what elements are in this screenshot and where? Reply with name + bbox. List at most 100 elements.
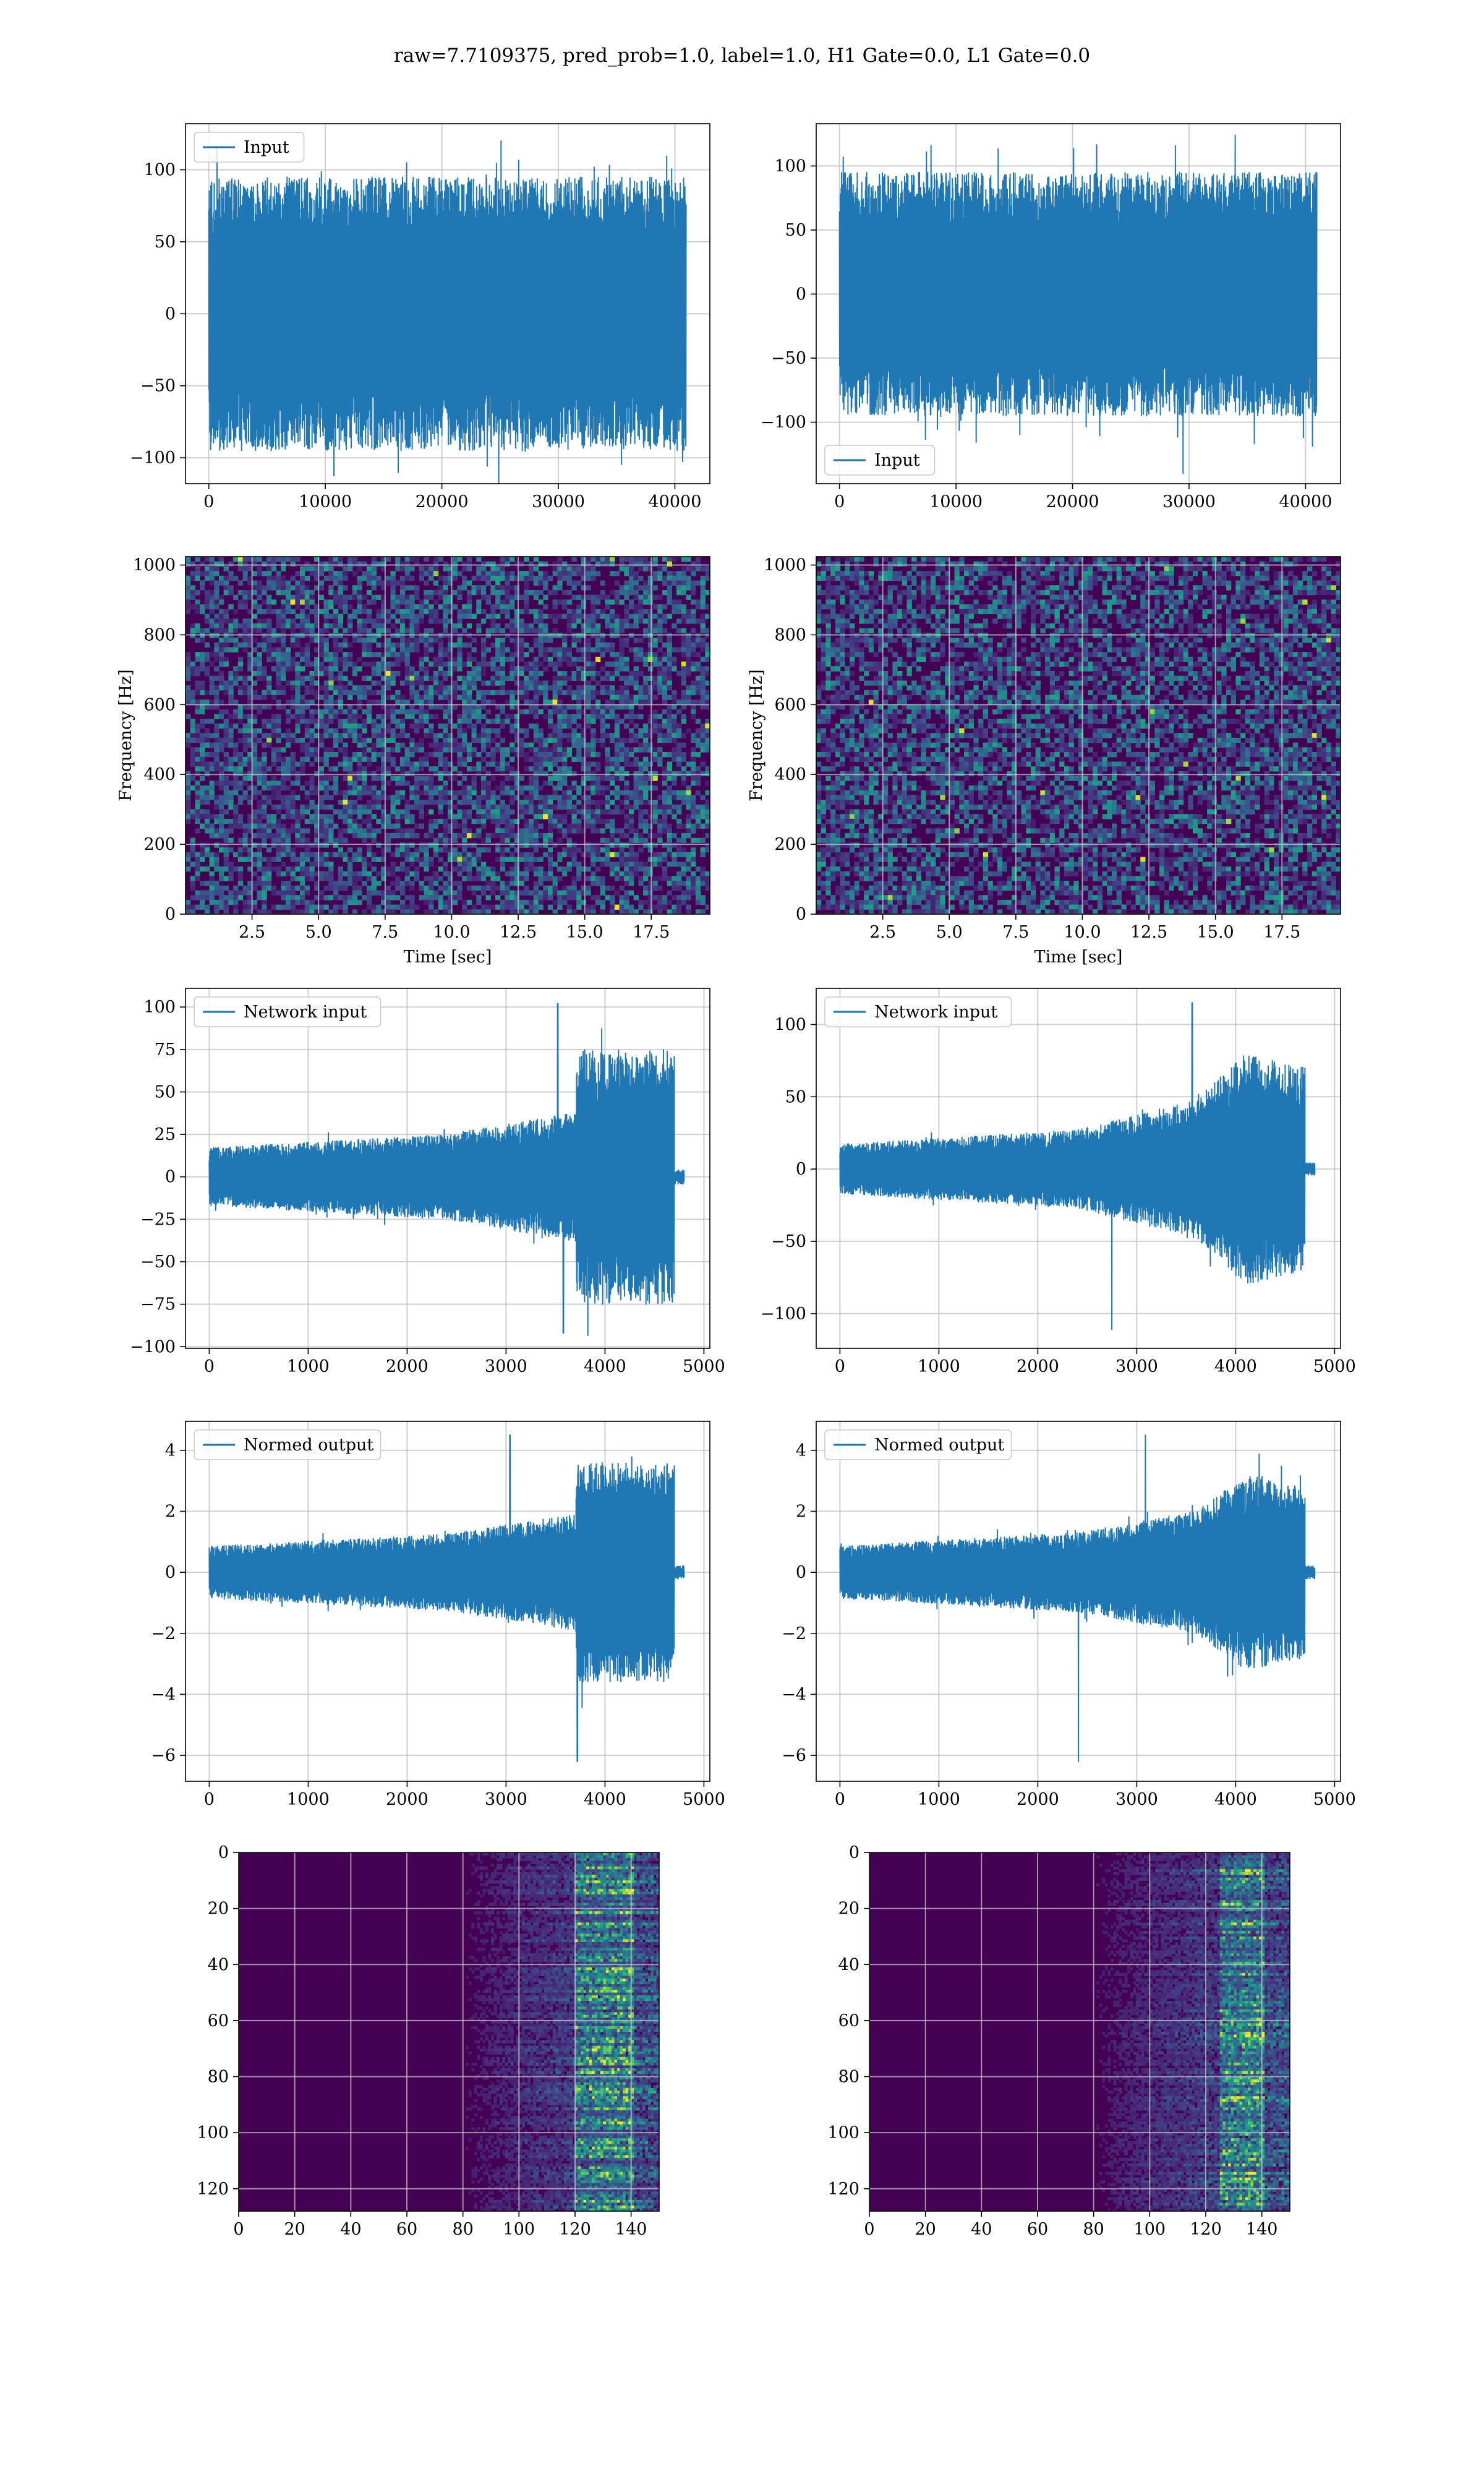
h1-qtransform-ytick-label: 80	[208, 2068, 229, 2087]
l1-qtransform-xtick-label: 20	[915, 2220, 936, 2239]
h1-input-ytick-label: 0	[165, 304, 176, 323]
l1-input-xtick-label: 20000	[1046, 492, 1099, 511]
h1-qtransform-ytick-label: 100	[197, 2123, 229, 2142]
l1-spectrogram-xtick-label: 5.0	[936, 923, 963, 942]
l1-qtransform-xtick-label: 0	[864, 2220, 874, 2239]
l1-qtransform-ytick-label: 40	[838, 1955, 859, 1974]
l1-spectrogram-frame	[816, 556, 1341, 915]
h1-spectrogram-ytick-label: 0	[165, 905, 176, 924]
l1-input-ytick-label: 50	[785, 221, 806, 240]
h1-qtransform-ytick-label: 60	[208, 2011, 229, 2031]
l1-spectrogram-ytick-label: 800	[774, 625, 806, 644]
h1-normed-output-xtick-label: 5000	[683, 1790, 725, 1809]
h1-input-legend-box	[194, 132, 305, 163]
l1-network-input-xtick-label: 5000	[1313, 1357, 1356, 1376]
h1-network-input-xtick-label: 0	[204, 1357, 215, 1376]
l1-qtransform-xtick-label: 120	[1190, 2220, 1222, 2239]
h1-input-xtick-label: 20000	[416, 492, 469, 511]
l1-network-input-series-line	[839, 1002, 1316, 1330]
h1-network-input-xtick-label: 3000	[485, 1357, 527, 1376]
h1-network-input-legend-box	[194, 996, 382, 1027]
l1-input-xtick-label: 10000	[929, 492, 983, 511]
h1-normed-output-series-line	[208, 1434, 685, 1762]
h1-qtransform-xtick-label: 20	[284, 2220, 305, 2239]
h1-spectrogram-xtick-label: 2.5	[239, 923, 265, 942]
h1-qtransform-xtick-label: 140	[615, 2220, 647, 2239]
h1-network-input-frame	[185, 988, 710, 1349]
l1-input-xtick-label: 0	[834, 492, 845, 511]
l1-qtransform-ytick-label: 20	[838, 1899, 859, 1919]
h1-spectrogram-xlabel: Time [sec]	[404, 948, 492, 967]
h1-input-legend: Input	[194, 132, 305, 163]
l1-input-legend: Input	[824, 445, 936, 476]
h1-input-ytick-label: 50	[155, 233, 176, 252]
l1-normed-output-xtick-label: 1000	[918, 1790, 960, 1809]
h1-input-xtick-label: 30000	[532, 492, 585, 511]
l1-network-input-plot-area	[816, 988, 1341, 1348]
h1-spectrogram-frame	[185, 556, 710, 915]
l1-network-input-xtick-label: 2000	[1017, 1357, 1059, 1376]
l1-input-series-line	[838, 134, 1318, 474]
l1-network-input-ytick-label: 0	[796, 1160, 806, 1179]
h1-qtransform-ytick-label: 0	[218, 1843, 229, 1862]
panel-l1-spectrogram: 2.5 5.0 7.5 10.0 12.5 15.0 17.5 0 200 400 600 800 10…	[747, 556, 1341, 967]
l1-normed-output-plot-area	[816, 1421, 1341, 1781]
l1-normed-output-ytick-label: −2	[782, 1624, 806, 1643]
suptitle: raw=7.7109375, pred_prob=1.0, label=1.0,…	[394, 45, 1090, 67]
h1-normed-output-legend-box	[194, 1429, 382, 1460]
h1-qtransform-xtick-label: 0	[233, 2220, 244, 2239]
h1-spectrogram-plot-area	[186, 557, 710, 914]
l1-normed-output-xtick-label: 4000	[1214, 1790, 1257, 1809]
h1-network-input-ytick-label: −25	[140, 1210, 176, 1229]
l1-input-ytick-label: 100	[774, 156, 806, 176]
h1-qtransform-ytick-label: 120	[197, 2180, 229, 2199]
h1-input-legend-label: Input	[244, 138, 289, 157]
h1-qtransform-grid	[239, 1852, 659, 2211]
l1-qtransform-xtick-label: 100	[1134, 2220, 1166, 2239]
l1-qtransform-ytick-label: 100	[827, 2123, 859, 2142]
l1-spectrogram-ylabel: Frequency [Hz]	[747, 669, 766, 801]
panel-l1-qtransform: 0 20 40 60 80 100 120 140 0 20 40 60 80 100 120	[827, 1843, 1290, 2239]
l1-input-xtick-label: 40000	[1279, 492, 1333, 511]
l1-network-input-xtick-label: 3000	[1115, 1357, 1158, 1376]
l1-network-input-legend-label: Network input	[874, 1003, 997, 1022]
h1-normed-output-ytick-label: −6	[151, 1746, 176, 1765]
h1-network-input-xtick-label: 4000	[584, 1357, 626, 1376]
h1-qtransform-frame	[238, 1852, 660, 2212]
h1-input-plot-area	[186, 124, 710, 484]
panel-h1-spectrogram: 2.5 5.0 7.5 10.0 12.5 15.0 17.5 0 200 400 600 800 10…	[116, 556, 710, 967]
h1-input-xtick-label: 10000	[299, 492, 352, 511]
h1-spectrogram-grid	[186, 557, 710, 914]
h1-input-ytick-label: −50	[140, 377, 176, 396]
h1-input-xtick-label: 0	[203, 492, 214, 511]
h1-spectrogram-ytick-label: 800	[143, 625, 176, 644]
h1-input-xtick-label: 40000	[649, 492, 702, 511]
l1-network-input-frame	[816, 988, 1341, 1349]
l1-input-ytick-label: −50	[771, 349, 806, 368]
h1-network-input-xtick-label: 5000	[683, 1357, 725, 1376]
l1-spectrogram-xtick-label: 10.0	[1064, 923, 1101, 942]
l1-network-input-legend: Network input	[824, 996, 1012, 1027]
h1-spectrogram-xtick-label: 15.0	[566, 923, 603, 942]
panel-l1-network-input: 0 1000 2000 3000 4000 5000 −100 −50 0 50 100 Networ…	[761, 988, 1356, 1376]
l1-input-plot-area	[816, 124, 1341, 484]
h1-network-input-legend: Network input	[194, 996, 382, 1027]
l1-spectrogram-ytick-label: 200	[774, 835, 806, 854]
l1-spectrogram-xtick-label: 2.5	[869, 923, 896, 942]
h1-normed-output-ytick-label: 4	[165, 1441, 176, 1460]
h1-normed-output-xtick-label: 3000	[485, 1790, 527, 1809]
h1-spectrogram-xtick-label: 7.5	[372, 923, 398, 942]
h1-input-ytick-label: 100	[143, 160, 176, 179]
h1-network-input-ytick-label: 25	[155, 1125, 176, 1144]
h1-normed-output-ytick-label: −4	[151, 1685, 176, 1704]
l1-qtransform-ytick-label: 80	[838, 2068, 859, 2087]
h1-normed-output-frame	[185, 1421, 710, 1782]
h1-network-input-ytick-label: 75	[155, 1040, 176, 1059]
h1-normed-output-ytick-label: 0	[165, 1563, 176, 1582]
l1-spectrogram-xtick-label: 15.0	[1197, 923, 1234, 942]
l1-qtransform-xtick-label: 60	[1027, 2220, 1048, 2239]
l1-spectrogram-ytick-label: 1000	[764, 556, 806, 575]
panel-h1-network-input: 0 1000 2000 3000 4000 5000 −100 −75 −50 −25 0 25 50 7…	[130, 988, 725, 1376]
l1-normed-output-legend-label: Normed output	[874, 1436, 1004, 1455]
